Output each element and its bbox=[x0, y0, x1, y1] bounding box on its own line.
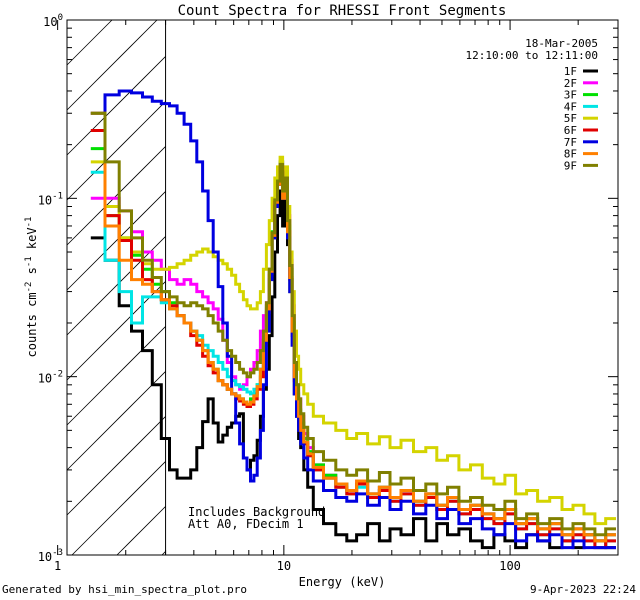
series-line-1F bbox=[90, 189, 616, 550]
legend-label-8F: 8F bbox=[564, 148, 577, 161]
series-line-9F bbox=[90, 111, 616, 537]
hatch-line bbox=[66, 326, 166, 426]
hatch-line bbox=[66, 19, 113, 66]
axis-ticks: 1 10 100 10-3 10-2 10-1 100 bbox=[38, 13, 618, 573]
hatch-line bbox=[66, 56, 166, 156]
footer-generated-by: Generated by hsi_min_spectra_plot.pro bbox=[2, 583, 248, 596]
x-tick-label: 10 bbox=[277, 559, 291, 573]
legend-label-3F: 3F bbox=[564, 89, 577, 102]
legend-label-1F: 1F bbox=[564, 65, 577, 78]
x-tick-label: 1 bbox=[54, 559, 61, 573]
date-label: 18-Mar-2005 bbox=[525, 37, 598, 50]
time-range-label: 12:10:00 to 12:11:00 bbox=[466, 49, 598, 62]
x-tick-label: 100 bbox=[499, 559, 521, 573]
legend-label-9F: 9F bbox=[564, 159, 577, 172]
legend-label-4F: 4F bbox=[564, 100, 577, 113]
annotation-background: Includes Background bbox=[188, 505, 325, 519]
hatch-line bbox=[66, 19, 158, 111]
hatch-line bbox=[66, 416, 166, 516]
y-tick-label: 10-1 bbox=[38, 191, 63, 207]
footer-timestamp: 9-Apr-2023 22:24 bbox=[530, 583, 636, 596]
hatch-line bbox=[66, 191, 166, 291]
hatch-line bbox=[66, 371, 166, 471]
legend-label-7F: 7F bbox=[564, 136, 577, 149]
y-axis-label: counts cm-2 s-1 keV-1 bbox=[24, 217, 39, 358]
series-line-6F bbox=[90, 129, 616, 550]
series-line-2F bbox=[90, 160, 616, 543]
legend-label-5F: 5F bbox=[564, 112, 577, 125]
plot-frame bbox=[66, 19, 619, 556]
hatch-line bbox=[66, 101, 166, 201]
y-tick-label: 10-2 bbox=[38, 370, 63, 386]
hatch-line bbox=[161, 551, 166, 556]
legend-label-6F: 6F bbox=[564, 124, 577, 137]
annotation-attenuator: Att A0, FDecim 1 bbox=[188, 517, 304, 531]
x-axis-label: Energy (keV) bbox=[299, 575, 386, 589]
hatch-line bbox=[71, 461, 166, 556]
chart-title: Count Spectra for RHESSI Front Segments bbox=[178, 3, 507, 19]
legend-label-2F: 2F bbox=[564, 77, 577, 90]
series-line-7F bbox=[90, 89, 616, 550]
series-line-3F bbox=[90, 147, 616, 543]
hatch-line bbox=[66, 146, 166, 246]
background-hatch-region bbox=[66, 19, 167, 556]
y-tick-label: 100 bbox=[43, 13, 63, 29]
hatch-line bbox=[116, 506, 166, 556]
y-tick-label: 10-3 bbox=[38, 548, 63, 564]
series-group bbox=[90, 89, 616, 550]
